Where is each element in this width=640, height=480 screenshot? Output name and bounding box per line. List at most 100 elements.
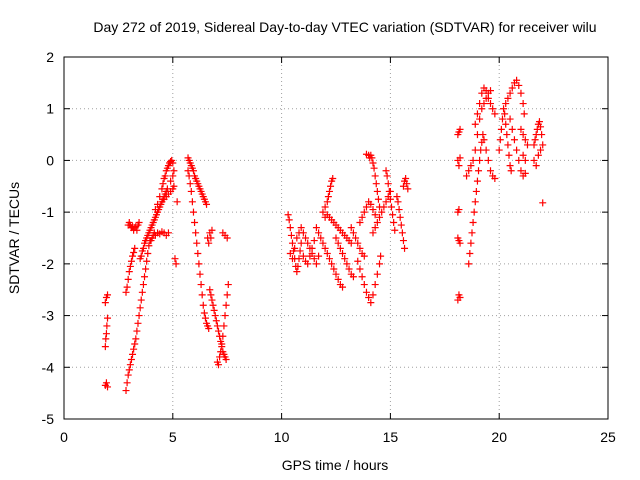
y-tick-label: -5 [42,411,55,427]
data-point [129,350,137,358]
data-point [205,239,213,247]
data-point [222,356,230,364]
data-point [185,172,193,180]
data-point [295,255,303,263]
y-tick-label: -1 [42,204,55,220]
data-point [378,208,386,216]
data-point [505,151,513,159]
data-point [310,237,318,245]
x-tick-label: 5 [169,429,177,445]
data-point [504,141,512,149]
data-point [328,260,336,268]
data-point [478,105,486,113]
data-point [367,200,375,208]
data-point [517,167,525,175]
data-point [170,182,178,190]
data-point [170,167,178,175]
data-point [352,234,360,242]
data-point [455,162,463,170]
data-point [373,187,381,195]
data-point [535,118,543,126]
data-point [360,208,368,216]
x-axis-label: GPS time / hours [282,457,389,473]
data-point [356,265,364,273]
data-point [315,252,323,260]
data-point [222,301,230,309]
data-point [506,89,514,97]
data-point [473,177,481,185]
data-point [325,255,333,263]
data-point [534,151,542,159]
data-point [341,255,349,263]
data-point [473,131,481,139]
y-tick-label: -4 [42,359,55,375]
data-point [369,229,377,237]
data-point [339,283,347,291]
data-point [214,361,222,369]
data-point [131,244,139,252]
data-point [293,268,301,276]
data-point [382,167,390,175]
data-point [336,244,344,252]
data-point [207,291,215,299]
data-point [496,136,504,144]
data-point [218,340,226,348]
data-point [308,244,316,252]
data-point [486,100,494,108]
data-point [513,146,521,154]
data-point [286,250,294,258]
data-point [484,94,492,102]
data-point [123,283,131,291]
data-point [486,167,494,175]
data-point [372,180,380,188]
data-point [374,195,382,203]
data-point [319,239,327,247]
data-point [354,257,362,265]
data-point [349,229,357,237]
data-point [523,141,531,149]
data-point [299,229,307,237]
data-point [219,332,227,340]
data-point [471,146,479,154]
data-point [319,208,327,216]
data-point [391,226,399,234]
data-point [501,110,509,118]
grid [64,57,608,419]
data-point [223,234,231,242]
data-point [104,314,112,322]
data-point [489,105,497,113]
data-point [478,89,486,97]
data-points [101,76,547,395]
x-tick-label: 20 [491,429,507,445]
data-point [365,293,373,301]
data-point [200,309,208,317]
data-point [210,306,218,314]
data-point [387,203,395,211]
data-point [504,94,512,102]
data-point [456,125,464,133]
data-point [476,156,484,164]
data-point [223,291,231,299]
data-point [508,125,516,133]
data-point [347,224,355,232]
data-point [216,353,224,361]
data-point [187,187,195,195]
data-point [370,164,378,172]
data-point [339,250,347,258]
data-point [469,156,477,164]
data-point [334,275,342,283]
data-point [376,213,384,221]
data-point [470,208,478,216]
data-point [125,366,133,374]
data-point [503,131,511,139]
data-point [476,115,484,123]
data-point [310,255,318,263]
data-point [386,195,394,203]
x-tick-label: 15 [383,429,399,445]
data-point [484,156,492,164]
data-point [193,239,201,247]
data-point [126,262,134,270]
data-point [371,281,379,289]
data-point [220,322,228,330]
